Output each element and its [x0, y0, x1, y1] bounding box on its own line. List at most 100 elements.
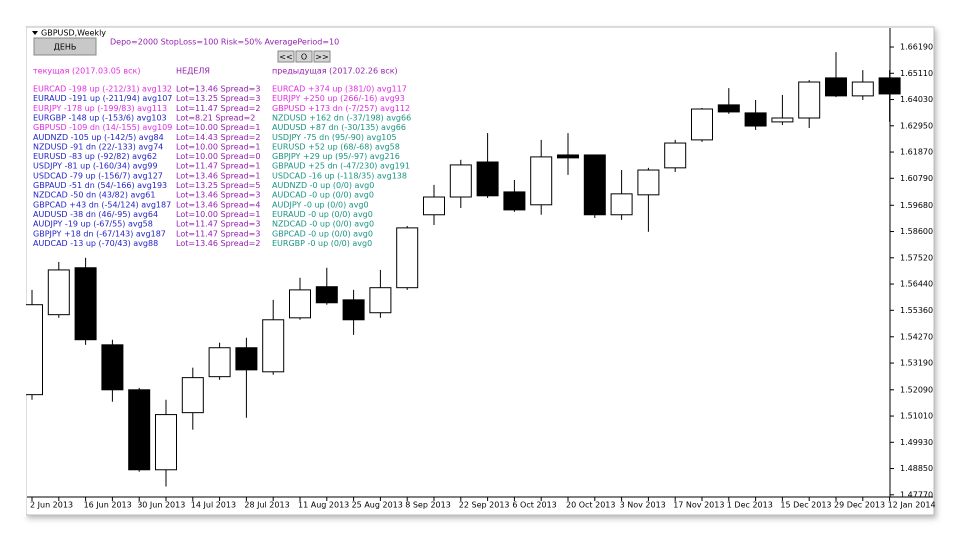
x-tick-label: 3 Nov 2013 [620, 501, 666, 510]
candle-body [449, 164, 472, 198]
week-row: Lot=11.47 Spread=3 [176, 229, 260, 238]
settings-text: Depo=2000 StopLoss=100 Risk=50% AverageP… [110, 38, 339, 47]
previous-row: NZDCAD -0 up (0/0) avg0 [272, 220, 374, 229]
x-tick-label: 6 Oct 2013 [512, 501, 556, 510]
y-tick-label: 1.54270 [900, 332, 933, 341]
previous-row: AUDJPY -0 up (0/0) avg0 [272, 200, 369, 209]
previous-row: EURGBP -0 up (0/0) avg0 [272, 239, 372, 248]
candle-body [557, 154, 579, 159]
y-tick-label: 1.56440 [900, 280, 933, 289]
week-row: Lot=13.46 Spread=4 [176, 200, 260, 209]
previous-row: EURAUD -0 up (0/0) avg0 [272, 210, 373, 219]
y-tick-label: 1.52090 [900, 385, 933, 394]
current-row: EURAUD -191 up (-211/94) avg107 [33, 94, 172, 103]
nav-button-label[interactable]: << [279, 53, 292, 62]
day-button-label[interactable]: ДЕНЬ [54, 43, 77, 52]
nav-button-label[interactable]: >> [315, 53, 328, 62]
previous-header: предыдущая (2017.02.26 вск) [272, 67, 398, 76]
current-row: GBPCAD +43 dn (-54/124) avg187 [33, 200, 171, 209]
candle-body [101, 344, 124, 391]
candle-body [396, 227, 419, 289]
candle-body [423, 196, 445, 216]
previous-row: GBPUSD +173 dn (-7/257) avg112 [272, 104, 410, 113]
current-row: AUDJPY -19 up (-67/55) avg58 [33, 220, 153, 229]
nav-button[interactable] [295, 50, 313, 63]
candle-body [155, 414, 177, 471]
x-tick-label: 20 Oct 2013 [566, 501, 615, 510]
week-row: Lot=13.46 Spread=2 [176, 239, 260, 248]
week-row: Lot=13.25 Spread=5 [176, 181, 260, 190]
y-tick-label: 1.58600 [900, 227, 933, 236]
x-tick-label: 22 Sep 2013 [459, 501, 510, 510]
nav-button-label[interactable]: O [301, 53, 307, 62]
week-row: Lot=13.46 Spread=3 [176, 85, 260, 94]
x-tick-label: 2 Jun 2013 [30, 501, 73, 510]
week-row: Lot=10.00 Spread=1 [176, 123, 260, 132]
candle-body [610, 193, 633, 216]
candle-body [476, 161, 499, 197]
day-button[interactable] [33, 37, 97, 56]
y-tick-label: 1.53190 [900, 359, 933, 368]
week-row: Lot=8.21 Spread=2 [176, 113, 255, 122]
candle-body [798, 81, 821, 119]
candle-body [315, 286, 338, 304]
candle-body [851, 81, 874, 97]
previous-row: AUDCAD -0 up (0/0) avg0 [272, 191, 374, 200]
y-tick-label: 1.57520 [900, 253, 933, 262]
x-tick-label: 29 Dec 2013 [834, 501, 885, 510]
x-tick-label: 11 Aug 2013 [298, 501, 349, 510]
week-row: Lot=10.00 Spread=1 [176, 142, 260, 151]
candle-body [503, 191, 526, 211]
y-tick-label: 1.55360 [900, 306, 933, 315]
x-tick-label: 14 Jul 2013 [191, 501, 236, 510]
week-row: Lot=11.47 Spread=1 [176, 162, 260, 171]
previous-row: EURUSD +52 up (68/-68) avg58 [272, 142, 400, 151]
previous-row: EURJPY +250 up (266/-16) avg93 [272, 94, 405, 103]
current-row: GBPUSD -109 dn (14/-155) avg109 [33, 123, 172, 132]
current-row: EURCAD -198 up (-212/31) avg132 [33, 85, 172, 94]
current-row: USDCAD -79 up (-156/7) avg127 [33, 171, 163, 180]
candle-body [262, 319, 285, 373]
current-row: EURJPY -178 up (-199/83) avg113 [33, 104, 167, 113]
y-tick-label: 1.49930 [900, 438, 933, 447]
y-tick-label: 1.48850 [900, 464, 933, 473]
candle-body [342, 299, 365, 321]
previous-row: GBPCAD -0 up (0/0) avg0 [272, 229, 373, 238]
x-tick-label: 25 Aug 2013 [352, 501, 403, 510]
candle-body [825, 77, 847, 97]
current-header: текущая (2017.03.05 вск) [33, 67, 140, 76]
window-title: GBPUSD,Weekly [41, 29, 106, 38]
menu-arrow[interactable] [32, 31, 38, 35]
y-tick-label: 1.65110 [900, 69, 933, 78]
week-row: Lot=10.00 Spread=1 [176, 210, 260, 219]
candle-body [583, 154, 606, 216]
current-row: GBPJPY +18 dn (-67/143) avg187 [33, 229, 166, 238]
current-row: GBPAUD -51 dn (54/-166) avg193 [33, 181, 167, 190]
week-header: НЕДЕЛЯ [176, 67, 210, 76]
y-tick-label: 1.60790 [900, 174, 933, 183]
candle-body [181, 377, 204, 414]
nav-button[interactable] [277, 50, 295, 63]
previous-row: GBPJPY +29 up (95/-97) avg216 [272, 152, 400, 161]
current-row: EURGBP -148 up (-153/6) avg103 [33, 113, 167, 122]
x-tick-label: 30 Jun 2013 [137, 501, 185, 510]
left-margin [0, 27, 26, 517]
nav-button[interactable] [313, 50, 331, 63]
x-tick-label: 12 Jan 2014 [888, 501, 936, 510]
current-row: NZDCAD -50 dn (43/82) avg61 [33, 191, 155, 200]
candle-body [530, 156, 553, 206]
candle-body [74, 267, 97, 341]
current-row: AUDNZD -105 up (-142/5) avg84 [33, 133, 164, 142]
week-row: Lot=11.47 Spread=2 [176, 104, 260, 113]
x-tick-label: 8 Sep 2013 [405, 501, 451, 510]
candle-body [208, 347, 231, 378]
previous-row: AUDUSD +87 dn (-30/135) avg66 [272, 123, 406, 132]
previous-row: USDCAD -16 up (-118/35) avg138 [272, 171, 407, 180]
y-tick-label: 1.64030 [900, 95, 933, 104]
candle-body [128, 389, 151, 471]
y-tick-label: 1.47770 [900, 490, 933, 499]
x-tick-label: 17 Nov 2013 [673, 501, 724, 510]
previous-row: USDJPY -75 dn (95/-90) avg105 [272, 133, 397, 142]
